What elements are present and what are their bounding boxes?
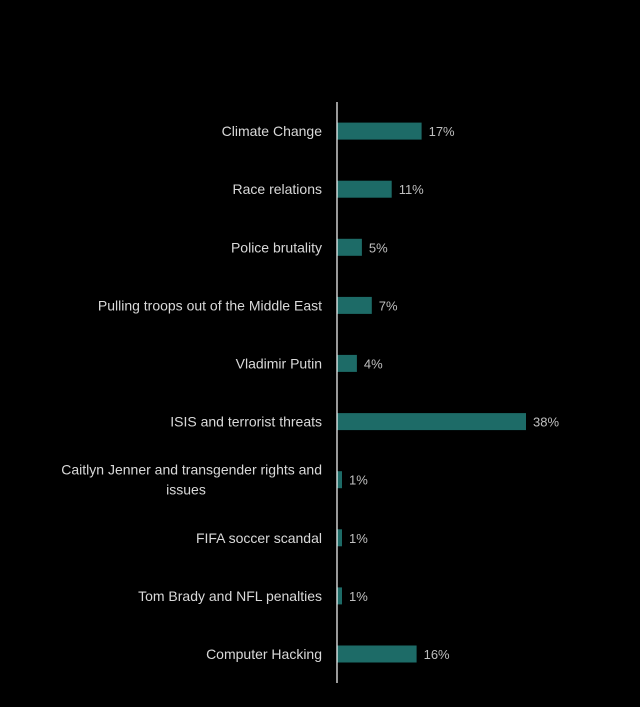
value-label: 4%: [364, 356, 383, 371]
category-label-line: Tom Brady and NFL penalties: [138, 588, 322, 604]
value-label: 7%: [379, 298, 398, 313]
value-labels-group: 17% 11% 5% 7% 4% 38% 1% 1% 1% 16%: [349, 124, 559, 662]
bar: [337, 180, 392, 198]
category-label-line: Climate Change: [222, 123, 323, 139]
category-label: Pulling troops out of the Middle East: [98, 297, 322, 313]
category-label: FIFA soccer scandal: [196, 530, 322, 546]
category-label-line: issues: [166, 482, 206, 498]
value-label: 1%: [349, 589, 368, 604]
category-label: Police brutality: [231, 239, 322, 255]
value-label: 11%: [399, 182, 424, 197]
bar: [337, 122, 422, 140]
bar: [337, 413, 526, 431]
category-label-line: Race relations: [233, 181, 323, 197]
value-label: 17%: [429, 124, 455, 139]
category-label: Computer Hacking: [206, 646, 322, 662]
value-label: 5%: [369, 240, 388, 255]
category-label: Race relations: [233, 181, 323, 197]
bar: [337, 471, 342, 489]
value-label: 38%: [533, 415, 559, 430]
bar: [337, 296, 372, 314]
category-label-line: Pulling troops out of the Middle East: [98, 297, 322, 313]
category-label-line: Police brutality: [231, 239, 322, 255]
value-label: 1%: [349, 473, 368, 488]
bar: [337, 587, 342, 605]
category-label-line: ISIS and terrorist threats: [170, 414, 322, 430]
category-label-line: FIFA soccer scandal: [196, 530, 322, 546]
bar: [337, 354, 357, 372]
bars-group: [337, 122, 526, 663]
category-labels-group: Climate Change Race relations Police bruta…: [61, 123, 322, 662]
bar: [337, 645, 417, 663]
category-label: Climate Change: [222, 123, 323, 139]
category-label: Tom Brady and NFL penalties: [138, 588, 322, 604]
category-label: ISIS and terrorist threats: [170, 414, 322, 430]
category-label: Caitlyn Jenner and transgender rights an…: [61, 462, 322, 498]
value-label: 1%: [349, 531, 368, 546]
category-label: Vladimir Putin: [236, 355, 322, 371]
category-label-line: Vladimir Putin: [236, 355, 322, 371]
value-label: 16%: [424, 647, 450, 662]
bar: [337, 529, 342, 547]
bar: [337, 238, 362, 256]
category-label-line: Caitlyn Jenner and transgender rights an…: [61, 462, 322, 478]
category-label-line: Computer Hacking: [206, 646, 322, 662]
